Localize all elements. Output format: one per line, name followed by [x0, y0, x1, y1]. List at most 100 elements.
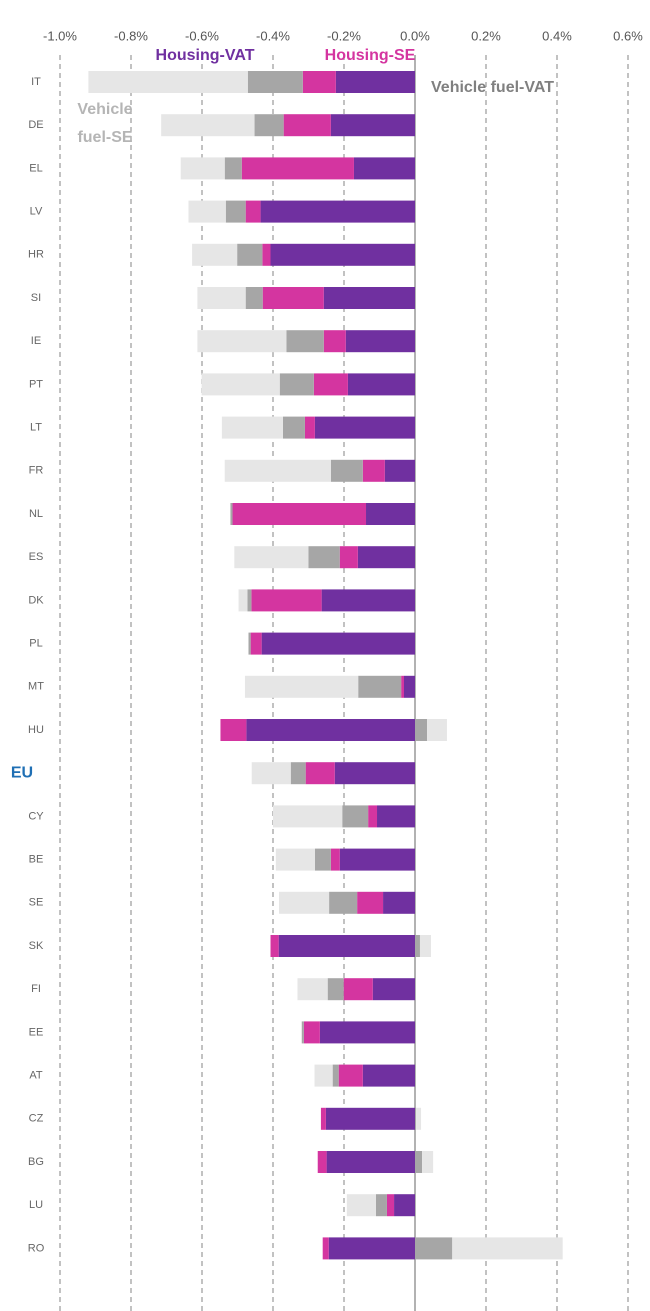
bar-segment: [230, 503, 233, 525]
bar-segment: [197, 287, 246, 309]
y-tick-label: IT: [31, 76, 41, 88]
bar-segment: [161, 114, 255, 137]
bar-segment: [357, 891, 384, 914]
x-tick-label: -0.2%: [327, 28, 361, 43]
x-tick-label: 0.4%: [542, 28, 572, 43]
bar-segment: [262, 287, 324, 309]
bar-segment: [362, 459, 385, 482]
bar-segment: [248, 632, 251, 655]
y-tick-label: EL: [29, 162, 42, 174]
bar-segment: [323, 287, 415, 309]
x-tick-label: -0.6%: [185, 28, 219, 43]
bar-segment: [270, 935, 279, 957]
bar-segment: [415, 1237, 453, 1260]
bar-segment: [384, 459, 415, 482]
y-tick-label: PL: [29, 638, 42, 650]
bar-segment: [192, 243, 238, 266]
bar-segment: [282, 416, 305, 439]
y-tick-label: SE: [29, 897, 44, 909]
bar-segment: [313, 373, 348, 396]
bar-segment: [232, 503, 367, 525]
bar-segment: [326, 1151, 415, 1173]
y-tick-label: ES: [29, 551, 44, 563]
bar-segment: [368, 805, 378, 828]
bar-segment: [325, 1107, 415, 1130]
bar-segment: [286, 330, 324, 353]
bar-segment: [245, 200, 261, 223]
bar-segment: [342, 805, 369, 828]
bar-segment: [246, 719, 415, 741]
bar-segment: [224, 157, 242, 180]
bar-segment: [319, 1021, 415, 1044]
bar-segment: [403, 675, 415, 698]
y-tick-label: DE: [28, 119, 43, 131]
bar-segment: [347, 373, 415, 396]
bar-segment: [283, 114, 331, 137]
bar-segment: [247, 589, 252, 612]
bar-segment: [254, 114, 284, 137]
y-tick-label: EU: [11, 764, 33, 781]
bar-segment: [362, 1064, 415, 1087]
bar-segment: [358, 675, 402, 698]
bar-segment: [237, 243, 263, 266]
y-tick-label: PT: [29, 378, 43, 390]
y-tick-label: AT: [29, 1070, 43, 1082]
y-tick-label: IE: [31, 335, 41, 347]
bar-segment: [394, 1194, 415, 1217]
bar-segment: [339, 848, 415, 871]
y-tick-label: LT: [30, 422, 42, 434]
y-tick-label: FI: [31, 983, 41, 995]
y-tick-label: NL: [29, 508, 43, 520]
bar-segment: [328, 1237, 415, 1260]
x-tick-label: 0.0%: [400, 28, 430, 43]
y-tick-label: LV: [30, 206, 43, 218]
bar-segment: [245, 287, 263, 309]
bar-segment: [322, 1237, 329, 1260]
bar-segment: [321, 589, 415, 612]
bar-segment: [339, 546, 358, 569]
bar-segment: [188, 200, 226, 223]
bar-segment: [303, 1021, 320, 1044]
bar-segment: [415, 1107, 417, 1130]
bar-segment: [278, 935, 415, 957]
y-tick-label: FR: [29, 465, 44, 477]
series-label: Vehicle fuel-SE: [77, 101, 133, 146]
y-tick-label: RO: [28, 1242, 45, 1254]
bar-segment: [334, 762, 415, 785]
bar-segment: [224, 459, 331, 482]
bar-segment: [238, 589, 248, 612]
bar-segment: [330, 114, 415, 137]
bar-segment: [304, 416, 315, 439]
bar-segment: [250, 632, 262, 655]
y-tick-label: MT: [28, 681, 44, 693]
bar-segment: [201, 373, 280, 396]
y-tick-label: CY: [28, 810, 44, 822]
y-tick-label: SI: [31, 292, 41, 304]
bar-segment: [297, 978, 328, 1001]
bar-segment: [377, 805, 415, 828]
bar-segment: [301, 1021, 304, 1044]
bar-segment: [251, 762, 291, 785]
bar-segment: [314, 416, 415, 439]
x-tick-label: 0.2%: [471, 28, 501, 43]
x-tick-label: -1.0%: [43, 28, 77, 43]
bar-segment: [314, 848, 331, 871]
y-tick-label: BE: [29, 854, 44, 866]
bar-segment: [415, 1151, 423, 1173]
bar-segment: [220, 719, 247, 741]
y-tick-label: EE: [29, 1026, 44, 1038]
bar-segment: [180, 157, 225, 180]
y-tick-label: CZ: [29, 1113, 44, 1125]
x-tick-label: -0.8%: [114, 28, 148, 43]
bar-segment: [279, 373, 314, 396]
bar-segment: [247, 71, 303, 93]
bar-segment: [320, 1107, 326, 1130]
bar-segment: [372, 978, 415, 1001]
bar-segment: [366, 503, 415, 525]
bar-segment: [314, 1064, 333, 1087]
bar-segment: [234, 546, 309, 569]
bar-segment: [427, 719, 447, 741]
bar-segment: [329, 891, 358, 914]
bar-segment: [305, 762, 335, 785]
bar-segment: [261, 632, 415, 655]
